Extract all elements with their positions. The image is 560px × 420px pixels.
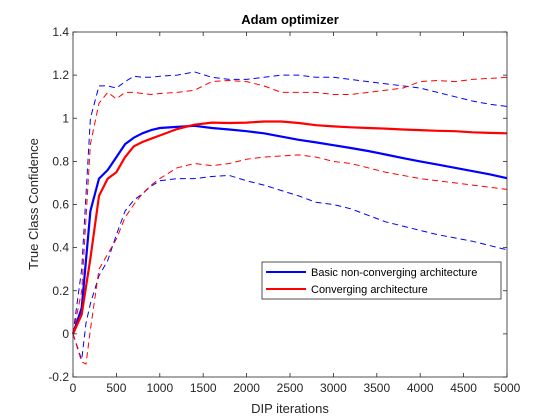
- series-layer: [71, 71, 508, 365]
- plot-area-background: [73, 32, 507, 377]
- x-tick-label: 5000: [494, 381, 521, 395]
- y-tick-label: 1: [62, 111, 69, 125]
- legend-label-series-2: Converging architecture: [311, 284, 428, 296]
- y-tick-label: 0: [62, 327, 69, 341]
- y-tick-label: 1.2: [52, 68, 69, 82]
- y-axis-label: True Class Confidence: [26, 138, 41, 270]
- x-tick-label: 4000: [407, 381, 434, 395]
- x-tick-label: 3000: [320, 381, 347, 395]
- y-tick-label: -0.2: [48, 370, 69, 384]
- y-tick-label: 0.6: [52, 198, 69, 212]
- series-line-1: [71, 124, 508, 335]
- ticks-layer: 0 500 1000 1500 2000 2500 3000 3500 4000 4500 5000…: [48, 25, 520, 395]
- x-tick-label: 1000: [146, 381, 173, 395]
- legend-label-series-1: Basic non-converging architecture: [311, 267, 477, 279]
- series-line-2: [71, 120, 508, 335]
- x-tick-label: 4500: [450, 381, 477, 395]
- y-tick-label: 0.2: [52, 284, 69, 298]
- series-line-3: [72, 71, 508, 334]
- y-tick-label: 1.4: [52, 25, 69, 39]
- series-line-5: [72, 76, 508, 334]
- legend-box: [261, 261, 502, 300]
- y-tick-label: 0.4: [52, 241, 69, 255]
- x-tick-label: 500: [106, 381, 126, 395]
- series-line-6: [72, 154, 508, 365]
- x-tick-label: 1500: [190, 381, 217, 395]
- series-line-4: [72, 174, 508, 361]
- chart-title: Adam optimizer: [241, 12, 339, 27]
- x-tick-label: 2000: [233, 381, 260, 395]
- x-tick-label: 3500: [363, 381, 390, 395]
- y-tick-label: 0.8: [52, 154, 69, 168]
- x-tick-label: 0: [70, 381, 77, 395]
- x-axis-label: DIP iterations: [251, 401, 329, 416]
- legend: Basic non-converging architecture Conver…: [261, 261, 502, 300]
- x-tick-label: 2500: [277, 381, 304, 395]
